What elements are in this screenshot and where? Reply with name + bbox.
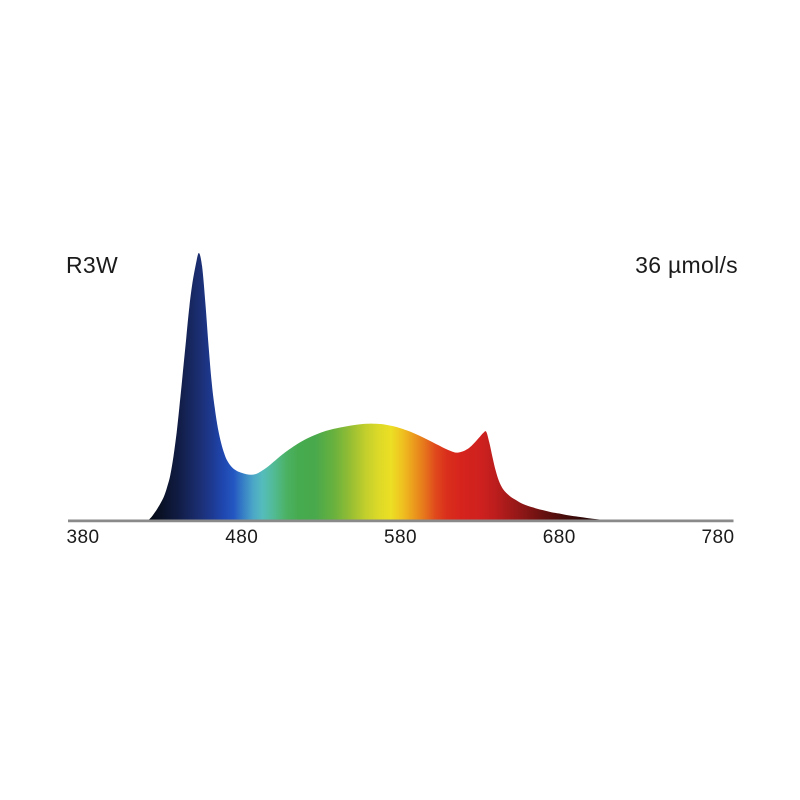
series-name-label: R3W <box>66 252 119 278</box>
x-tick-label-380: 380 <box>66 527 100 548</box>
spectrum-area <box>148 252 623 521</box>
x-tick-label-580: 580 <box>384 527 417 548</box>
x-tick-label-780: 780 <box>701 527 735 548</box>
x-tick-label-480: 480 <box>225 527 259 548</box>
x-tick-label-680: 680 <box>542 527 576 548</box>
photon-flux-label: 36 µmol/s <box>635 252 738 278</box>
x-axis-tick-labels: 380 480 580 680 780 <box>0 527 800 551</box>
